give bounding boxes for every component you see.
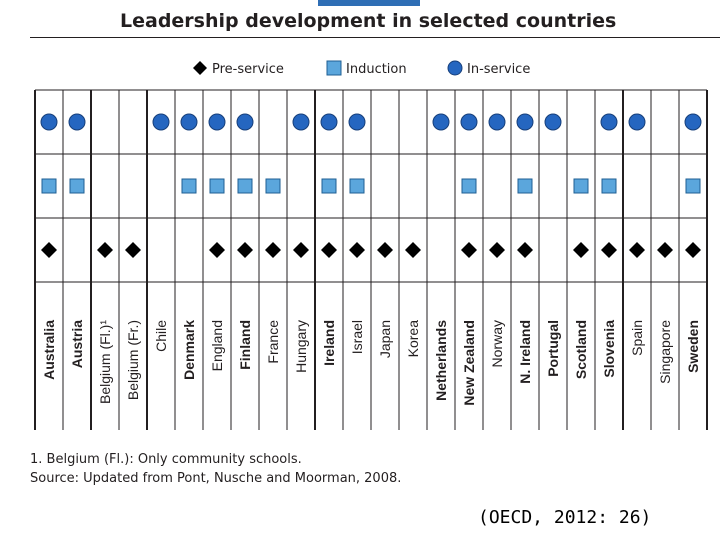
in-service-point bbox=[236, 113, 254, 131]
pre-service-point bbox=[321, 242, 337, 258]
legend-label: Pre-service bbox=[212, 62, 284, 77]
pre-service-point bbox=[657, 242, 673, 258]
pre-service-point bbox=[41, 242, 57, 258]
country-label: Norway bbox=[489, 320, 505, 367]
pre-service-point bbox=[629, 242, 645, 258]
country-label: Ireland bbox=[321, 320, 337, 366]
pre-service-point bbox=[573, 242, 589, 258]
pre-service-point bbox=[461, 242, 477, 258]
in-service-point bbox=[460, 113, 478, 131]
country-label: Netherlands bbox=[433, 320, 449, 401]
in-service-point bbox=[180, 113, 198, 131]
title-divider bbox=[30, 37, 720, 38]
chart-title: Leadership development in selected count… bbox=[120, 10, 617, 32]
country-label: Singapore bbox=[657, 320, 673, 384]
induction-point bbox=[461, 178, 477, 194]
induction-point bbox=[573, 178, 589, 194]
dot-matrix-chart: Pre-service Induction In-service Australia A… bbox=[34, 60, 708, 430]
in-service-point bbox=[684, 113, 702, 131]
in-service-point bbox=[40, 113, 58, 131]
country-label: Denmark bbox=[181, 320, 197, 380]
induction-point bbox=[265, 178, 281, 194]
pre-service-point bbox=[349, 242, 365, 258]
header-accent-strip bbox=[318, 0, 420, 6]
country-label: Belgium (Fr.) bbox=[125, 320, 141, 400]
country-label: Japan bbox=[377, 320, 393, 358]
country-label: Korea bbox=[405, 320, 421, 358]
country-label: Hungary bbox=[293, 320, 309, 373]
country-label: Belgium (Fl.)¹ bbox=[97, 320, 113, 404]
induction-point bbox=[69, 178, 85, 194]
in-service-point bbox=[208, 113, 226, 131]
country-label: Israel bbox=[349, 320, 365, 354]
pre-service-point bbox=[601, 242, 617, 258]
country-label: Chile bbox=[153, 320, 169, 352]
country-label: France bbox=[265, 320, 281, 364]
in-service-point bbox=[348, 113, 366, 131]
induction-point bbox=[181, 178, 197, 194]
induction-point bbox=[237, 178, 253, 194]
pre-service-point bbox=[405, 242, 421, 258]
source-note: Source: Updated from Pont, Nusche and Mo… bbox=[30, 471, 402, 486]
pre-service-point bbox=[293, 242, 309, 258]
pre-service-point bbox=[209, 242, 225, 258]
in-service-point bbox=[152, 113, 170, 131]
in-service-point bbox=[488, 113, 506, 131]
pre-service-point bbox=[489, 242, 505, 258]
in-service-point bbox=[432, 113, 450, 131]
country-label: England bbox=[209, 320, 225, 371]
legend-label: Induction bbox=[346, 62, 407, 77]
legend-circle-marker bbox=[447, 60, 463, 76]
country-label: Slovenia bbox=[601, 320, 617, 378]
country-label: Australia bbox=[41, 320, 57, 380]
pre-service-point bbox=[125, 242, 141, 258]
pre-service-point bbox=[265, 242, 281, 258]
in-service-point bbox=[544, 113, 562, 131]
in-service-point bbox=[516, 113, 534, 131]
induction-point bbox=[601, 178, 617, 194]
legend-diamond-marker bbox=[193, 61, 207, 75]
induction-point bbox=[685, 178, 701, 194]
in-service-point bbox=[628, 113, 646, 131]
legend-square-marker bbox=[326, 60, 342, 76]
in-service-point bbox=[320, 113, 338, 131]
induction-point bbox=[41, 178, 57, 194]
country-label: Austria bbox=[69, 320, 85, 368]
pre-service-point bbox=[237, 242, 253, 258]
footnote: 1. Belgium (Fl.): Only community schools… bbox=[30, 452, 302, 467]
country-label: Sweden bbox=[685, 320, 701, 373]
pre-service-point bbox=[517, 242, 533, 258]
country-label: N. Ireland bbox=[517, 320, 533, 384]
country-label: Spain bbox=[629, 320, 645, 356]
country-label: Portugal bbox=[545, 320, 561, 377]
pre-service-point bbox=[377, 242, 393, 258]
induction-point bbox=[321, 178, 337, 194]
pre-service-point bbox=[97, 242, 113, 258]
in-service-point bbox=[600, 113, 618, 131]
citation: (OECD, 2012: 26) bbox=[478, 507, 652, 528]
in-service-point bbox=[292, 113, 310, 131]
in-service-point bbox=[68, 113, 86, 131]
induction-point bbox=[349, 178, 365, 194]
country-label: New Zealand bbox=[461, 320, 477, 406]
induction-point bbox=[517, 178, 533, 194]
country-label: Finland bbox=[237, 320, 253, 370]
country-label: Scotland bbox=[573, 320, 589, 379]
induction-point bbox=[209, 178, 225, 194]
legend-label: In-service bbox=[467, 62, 530, 77]
pre-service-point bbox=[685, 242, 701, 258]
